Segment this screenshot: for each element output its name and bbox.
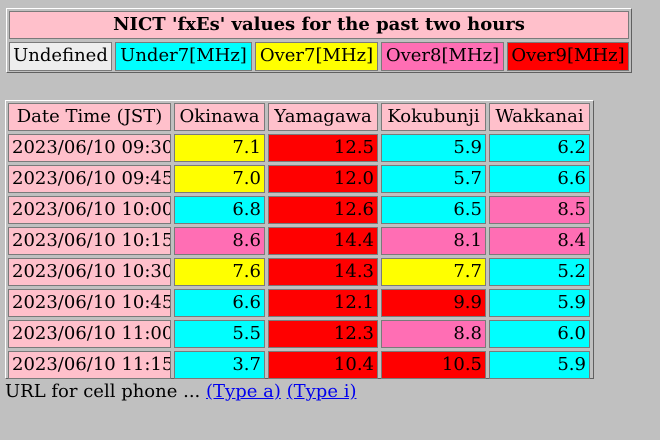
legend-item: Over7[MHz] (255, 42, 378, 71)
value-cell: 5.9 (489, 289, 590, 317)
legend-table (6, 8, 632, 73)
legend-item: Over9[MHz] (507, 42, 629, 71)
value-cell: 10.5 (381, 351, 486, 379)
column-header: Okinawa (174, 103, 265, 131)
value-cell: 6.6 (174, 289, 265, 317)
value-cell: 5.2 (489, 258, 590, 286)
footer: URL for cell phone ... (Type a) (Type i) (5, 378, 356, 406)
value-cell: 12.1 (268, 289, 378, 317)
link[interactable]: (Type a) (206, 381, 281, 402)
value-cell: 5.9 (489, 351, 590, 379)
value-cell: 12.3 (268, 320, 378, 348)
legend-item: Under7[MHz] (115, 42, 252, 71)
footer-text: URL for cell phone ... (5, 381, 201, 402)
value-cell: 7.0 (174, 165, 265, 193)
date-cell: 2023/06/10 11:15 (8, 351, 171, 379)
value-cell: 12.5 (268, 134, 378, 162)
value-cell: 7.1 (174, 134, 265, 162)
value-cell: 14.3 (268, 258, 378, 286)
value-cell: 8.8 (381, 320, 486, 348)
column-header: Kokubunji (381, 103, 486, 131)
legend-item: Over8[MHz] (381, 42, 504, 71)
value-cell: 6.0 (489, 320, 590, 348)
date-cell: 2023/06/10 10:45 (8, 289, 171, 317)
value-cell: 6.2 (489, 134, 590, 162)
value-cell: 5.5 (174, 320, 265, 348)
value-cell: 3.7 (174, 351, 265, 379)
value-cell: 14.4 (268, 227, 378, 255)
value-cell: 10.4 (268, 351, 378, 379)
value-cell: 6.8 (174, 196, 265, 224)
date-cell: 2023/06/10 09:30 (8, 134, 171, 162)
column-header: Date Time (JST) (8, 103, 171, 131)
value-cell: 12.0 (268, 165, 378, 193)
value-cell: 7.6 (174, 258, 265, 286)
value-cell: 5.7 (381, 165, 486, 193)
value-cell: 9.9 (381, 289, 486, 317)
date-cell: 2023/06/10 10:30 (8, 258, 171, 286)
value-cell: 7.7 (381, 258, 486, 286)
value-cell: 12.6 (268, 196, 378, 224)
value-cell: 5.9 (381, 134, 486, 162)
title-cell: NICT 'fxEs' values for the past two hour… (9, 11, 629, 39)
value-cell: 8.6 (174, 227, 265, 255)
value-cell: 6.5 (381, 196, 486, 224)
value-cell: 6.6 (489, 165, 590, 193)
link[interactable]: (Type i) (286, 381, 357, 402)
value-cell: 8.1 (381, 227, 486, 255)
date-cell: 2023/06/10 10:00 (8, 196, 171, 224)
value-cell: 8.5 (489, 196, 590, 224)
value-cell: 8.4 (489, 227, 590, 255)
legend-item: Undefined (9, 42, 112, 71)
date-cell: 2023/06/10 10:15 (8, 227, 171, 255)
column-header: Wakkanai (489, 103, 590, 131)
date-cell: 2023/06/10 11:00 (8, 320, 171, 348)
column-header: Yamagawa (268, 103, 378, 131)
date-cell: 2023/06/10 09:45 (8, 165, 171, 193)
